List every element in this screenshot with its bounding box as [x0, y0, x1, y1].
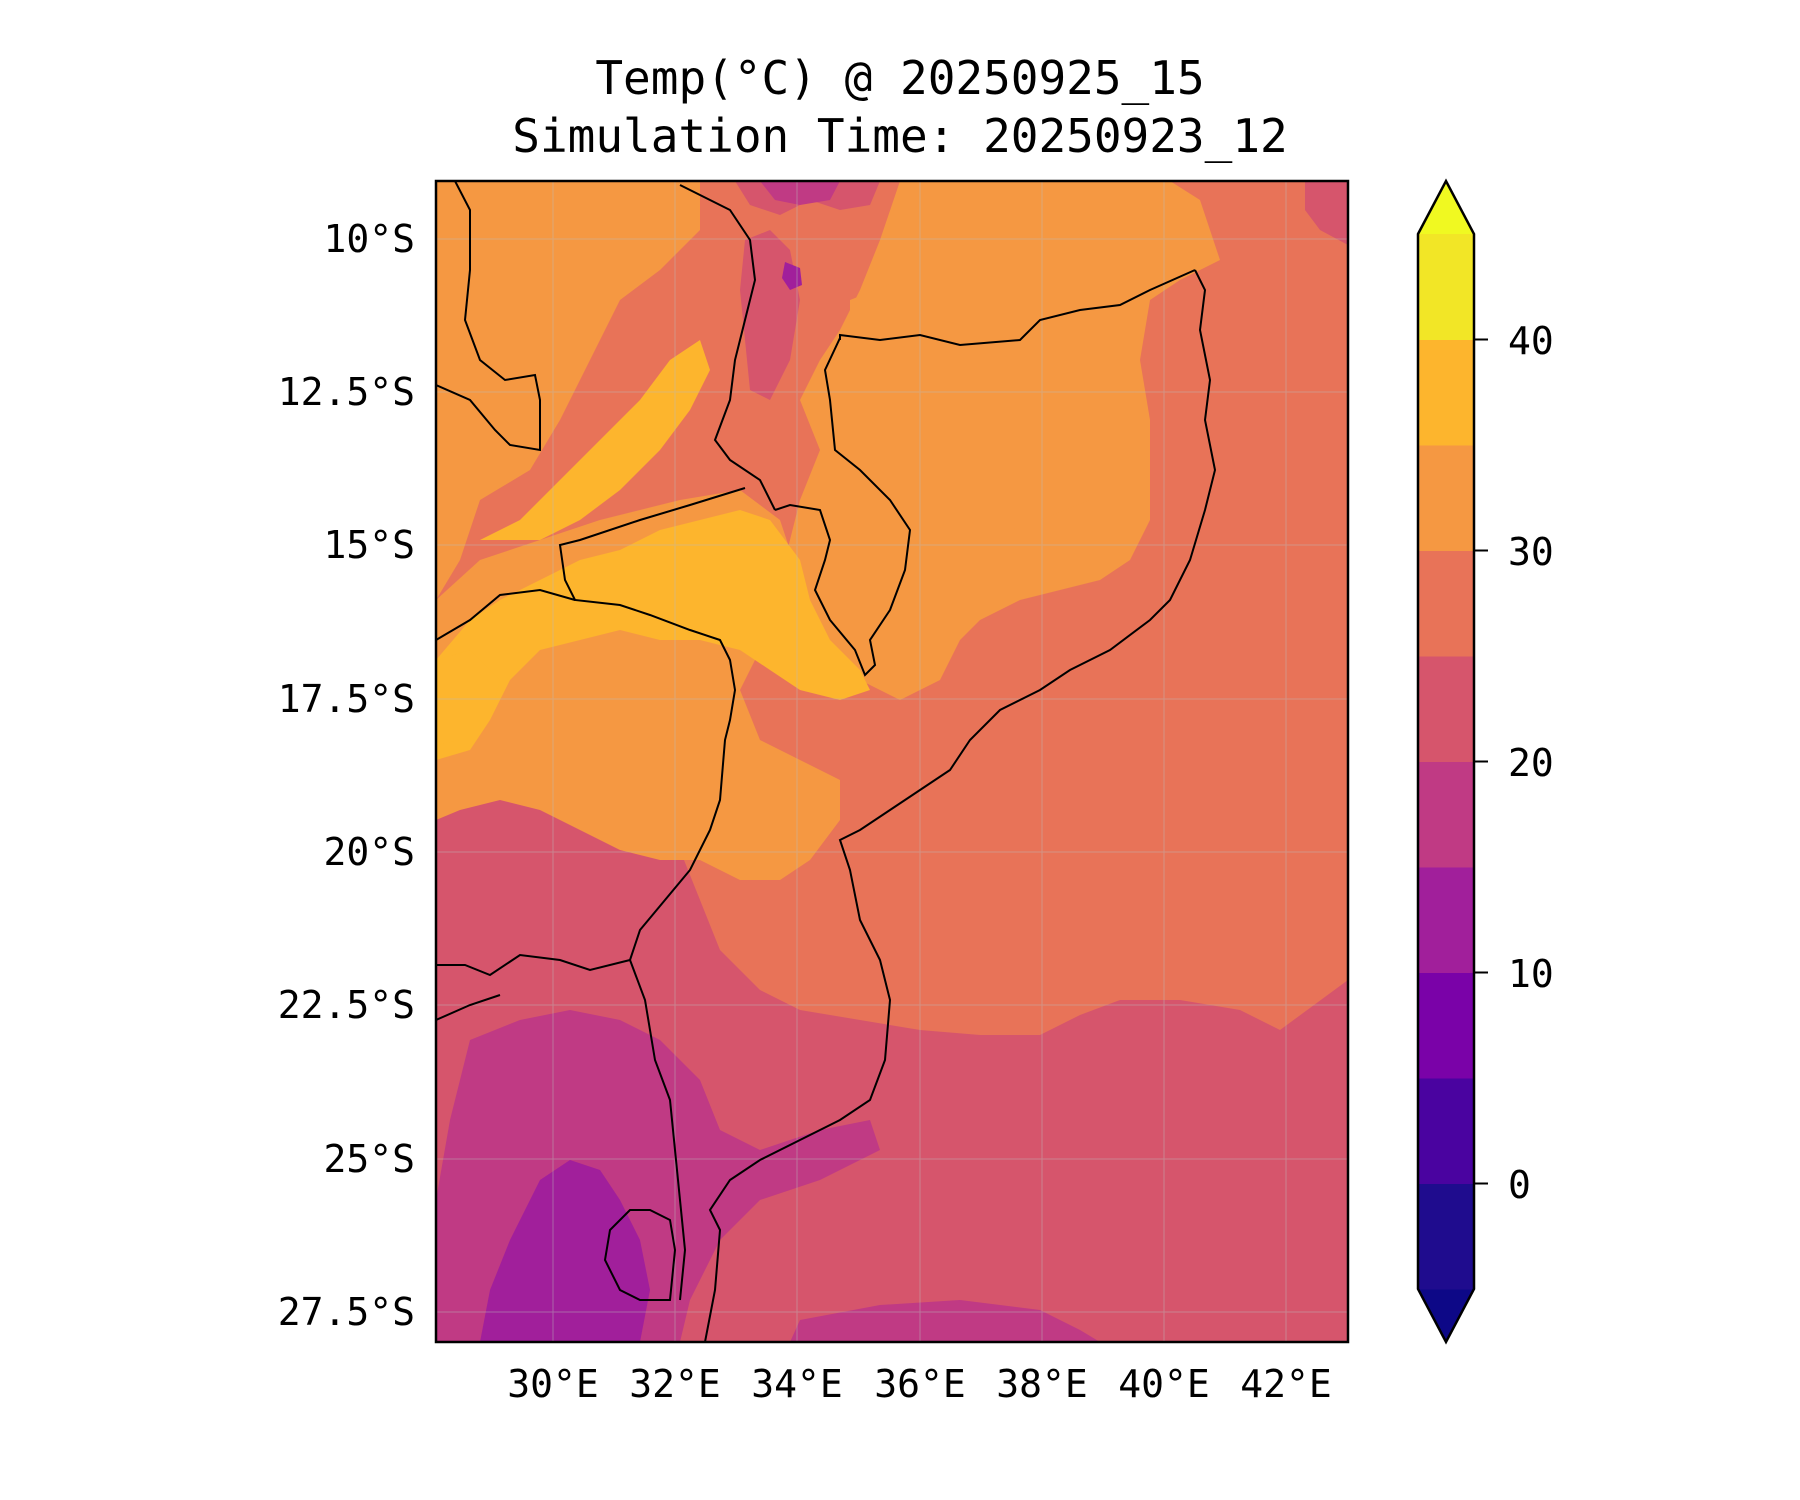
map-subtitle: Simulation Time: 20250923_12 [512, 109, 1288, 163]
colorbar-outline [1416, 178, 1476, 1345]
band-10-15-core [480, 1160, 650, 1342]
colorbar-over-triangle [1418, 181, 1474, 234]
colorbar-segment [1418, 867, 1474, 973]
colorbar-label-10: 10 [1508, 952, 1554, 996]
lat-label-27-5s: 27.5°S [277, 1290, 415, 1334]
colorbar-under-triangle [1418, 1289, 1474, 1342]
band-15-20-north [760, 181, 840, 205]
temperature-field [436, 181, 1348, 1342]
band-35-40-west-edge [436, 650, 500, 745]
colorbar-segment [1418, 1183, 1474, 1290]
lon-label-40e: 40°E [1118, 1362, 1210, 1406]
band-10-15-north [782, 262, 802, 290]
colorbar-segment [1418, 445, 1474, 551]
border-south-africa-zimbabwe [436, 953, 631, 977]
colorbar-label-20: 20 [1508, 741, 1554, 785]
colorbar-label-0: 0 [1508, 1163, 1531, 1207]
band-30-35-east-north [850, 260, 1140, 540]
lon-label-32e: 32°E [629, 1362, 721, 1406]
lat-label-15s: 15°S [323, 523, 415, 567]
band-35-40-diagonal [480, 340, 710, 540]
colorbar-segment [1418, 1078, 1474, 1184]
border-botswana [436, 994, 501, 1021]
border-zambia-zimbabwe [436, 588, 576, 641]
border-malawi-west [679, 184, 776, 511]
band-35-40-belt [436, 510, 870, 760]
colorbar-segment [1418, 656, 1474, 762]
band-15-20-south-coast [790, 1300, 1100, 1342]
lon-label-42e: 42°E [1240, 1362, 1332, 1406]
lat-label-25s: 25°S [323, 1137, 415, 1181]
lat-label-20s: 20°S [323, 830, 415, 874]
colorbar-segment [1418, 550, 1474, 657]
border-zambia-mozambique [558, 487, 746, 961]
border-malawi-east [774, 337, 912, 677]
colorbar-segment [1418, 234, 1474, 340]
coastline [704, 269, 1217, 1342]
boundaries [436, 181, 1217, 1342]
border-west-edge [436, 181, 541, 452]
lon-label-34e: 34°E [751, 1362, 843, 1406]
colorbar-segment [1418, 761, 1474, 868]
lon-label-36e: 36°E [874, 1362, 966, 1406]
lat-label-12-5s: 12.5°S [277, 370, 415, 414]
colorbar [1416, 178, 1488, 1345]
border-tanzania-mozambique [839, 269, 1196, 347]
lat-label-22-5s: 22.5°S [277, 983, 415, 1027]
colorbar-segment [1418, 339, 1474, 446]
colorbar-label-40: 40 [1508, 319, 1554, 363]
band-30-35-west [436, 181, 700, 600]
colorbar-label-30: 30 [1508, 530, 1554, 574]
lat-label-10s: 10°S [323, 217, 415, 261]
lon-label-38e: 38°E [996, 1362, 1088, 1406]
border-south-africa-mozambique [629, 959, 687, 1301]
map-title: Temp(°C) @ 20250925_15 [595, 51, 1205, 105]
band-20-25-north-east [1305, 181, 1348, 245]
lat-label-17-5s: 17.5°S [277, 677, 415, 721]
map-frame [434, 179, 1350, 1344]
colorbar-segment [1418, 972, 1474, 1079]
lon-label-30e: 30°E [507, 1362, 599, 1406]
border-eswatini [603, 1209, 677, 1301]
